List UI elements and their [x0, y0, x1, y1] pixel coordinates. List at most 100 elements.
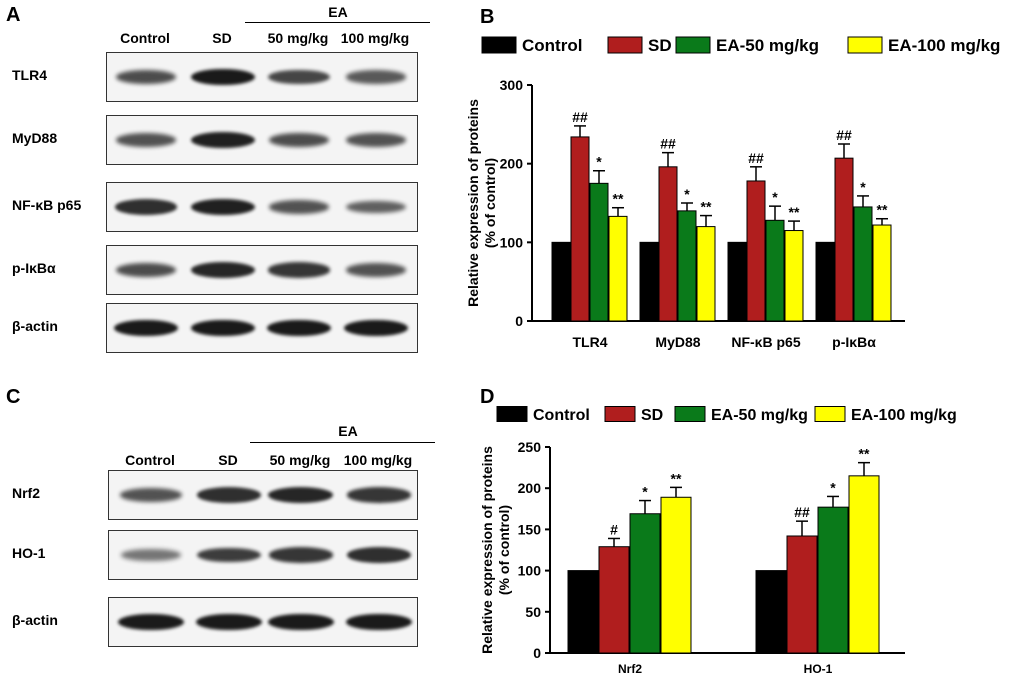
lane-label: Control — [120, 30, 170, 46]
blot-band — [268, 547, 333, 563]
lane-label: Control — [125, 452, 175, 468]
significance-mark: ## — [794, 504, 810, 520]
y-axis-label-unit: (% of control) — [496, 505, 512, 595]
blot-band — [115, 263, 177, 277]
blot-strip — [106, 245, 418, 295]
y-tick-label: 200 — [518, 480, 542, 496]
blot-band — [196, 613, 262, 631]
bar — [660, 496, 692, 654]
legend-label: SD — [641, 407, 663, 424]
blot-band — [268, 133, 330, 147]
y-axis-label: Relative expression of proteins — [479, 446, 495, 654]
y-tick-label: 100 — [518, 563, 542, 579]
blot-band — [268, 613, 334, 631]
blot-band — [121, 549, 181, 561]
y-tick-label: 0 — [533, 645, 541, 661]
y-tick-label: 300 — [500, 77, 524, 93]
panel-letter-b: B — [480, 6, 495, 28]
blot-band — [267, 319, 331, 337]
legend-swatch — [675, 36, 711, 54]
bar — [755, 570, 787, 654]
significance-mark: * — [642, 484, 648, 500]
legend-swatch — [481, 36, 517, 54]
panel-letter-c: C — [6, 386, 21, 408]
legend-label: Control — [522, 36, 582, 55]
legend-label: EA-50 mg/kg — [716, 36, 819, 55]
y-axis-label-unit: (% of control) — [482, 158, 498, 248]
x-tick-label: TLR4 — [573, 334, 608, 350]
lane-label: 100 mg/kg — [340, 30, 410, 46]
blot-band — [191, 68, 255, 86]
blot-band — [346, 613, 412, 631]
lane-label: 50 mg/kg — [269, 452, 331, 468]
y-axis-label: Relative expression of proteins — [465, 99, 481, 307]
blot-row-label: TLR4 — [12, 67, 47, 83]
blot-row-label: NF-κB p65 — [12, 197, 82, 213]
significance-mark: # — [610, 521, 618, 537]
blot-band — [118, 613, 184, 631]
significance-mark: * — [684, 186, 690, 202]
y-tick-label: 250 — [518, 439, 542, 455]
legend-label: EA-50 mg/kg — [711, 407, 808, 424]
blot-band — [346, 547, 412, 563]
lane-label: SD — [212, 30, 232, 46]
blot-band — [268, 69, 330, 85]
x-tick-label: NF-κB p65 — [731, 334, 800, 350]
significance-mark: ## — [660, 136, 676, 152]
significance-mark: ** — [701, 199, 712, 215]
blot-row-label: MyD88 — [12, 130, 58, 146]
blot-band — [268, 200, 330, 214]
significance-mark: * — [772, 189, 778, 205]
legend-swatch — [607, 36, 643, 54]
blot-strip — [106, 115, 418, 165]
blot-strip — [106, 303, 418, 353]
legend-swatch — [604, 406, 636, 422]
blot-band — [267, 262, 331, 278]
bar — [639, 241, 659, 322]
blot-band — [268, 487, 334, 503]
blot-band — [191, 262, 255, 278]
blot-band — [196, 487, 262, 503]
blot-row-label: β-actin — [12, 318, 58, 334]
blot-row-label: p-IκBα — [12, 260, 56, 276]
significance-mark: ** — [613, 191, 624, 207]
legend-swatch — [674, 406, 706, 422]
x-tick-label: Nrf2 — [618, 662, 642, 676]
blot-band — [114, 319, 178, 337]
blot-band — [119, 488, 182, 502]
legend-swatch — [847, 36, 883, 54]
lane-label: 50 mg/kg — [267, 30, 329, 46]
lane-label: SD — [218, 452, 238, 468]
blot-band — [115, 133, 177, 147]
legend-label: EA-100 mg/kg — [851, 407, 957, 424]
group-label-ea: EA — [338, 423, 358, 439]
y-tick-label: 100 — [500, 234, 524, 250]
blot-row-label: Nrf2 — [12, 485, 41, 501]
blot-row-label: β-actin — [12, 612, 58, 628]
significance-mark: * — [860, 179, 866, 195]
blot-band — [115, 70, 177, 84]
blot-strip — [106, 52, 418, 102]
bar — [727, 241, 747, 322]
y-tick-label: 0 — [515, 313, 523, 329]
blot-band — [346, 70, 406, 84]
significance-mark: ** — [671, 470, 682, 486]
blot-strip — [108, 530, 418, 580]
x-tick-label: MyD88 — [655, 334, 700, 350]
panel-letter-d: D — [480, 386, 495, 408]
y-tick-label: 200 — [500, 156, 524, 172]
legend-swatch — [814, 406, 846, 422]
legend-label: EA-100 mg/kg — [888, 36, 1000, 55]
blot-row-label: HO-1 — [12, 545, 46, 561]
group-line — [250, 442, 435, 443]
blot-strip — [108, 597, 418, 647]
blot-band — [346, 200, 406, 214]
blot-band — [191, 131, 255, 149]
lane-label: 100 mg/kg — [343, 452, 413, 468]
bar — [567, 570, 599, 654]
y-tick-label: 50 — [525, 604, 541, 620]
legend-swatch — [496, 406, 528, 422]
y-tick-label: 150 — [518, 521, 542, 537]
